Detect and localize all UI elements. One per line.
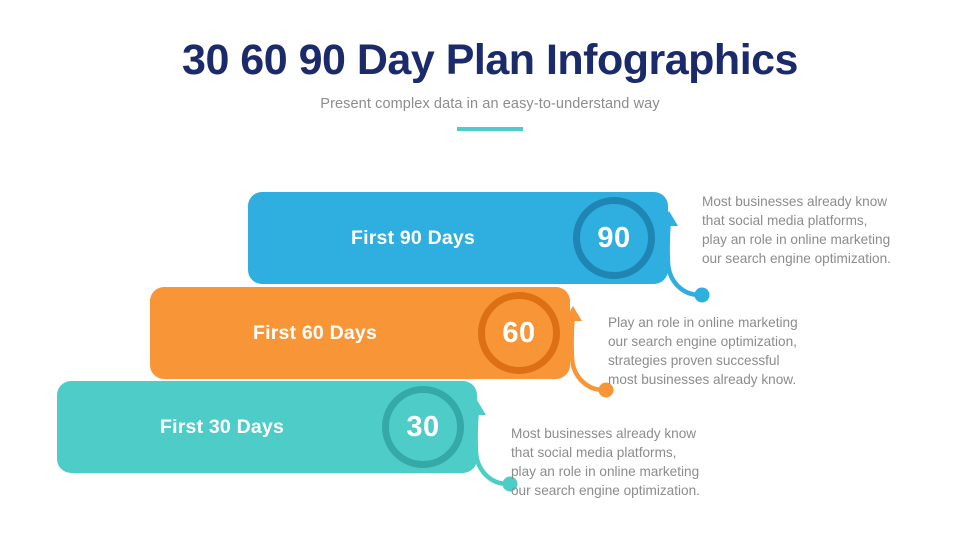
step-label-90: First 90 Days xyxy=(351,227,475,249)
step-number-circle-30[interactable]: 30 xyxy=(382,386,464,468)
step-number-60: 60 xyxy=(502,316,536,349)
step-number-circle-60[interactable]: 60 xyxy=(478,292,560,374)
arrow-60-icon xyxy=(564,306,614,398)
page-title: 30 60 90 Day Plan Infographics xyxy=(182,36,798,84)
step-number-30: 30 xyxy=(406,410,440,443)
page-subtitle: Present complex data in an easy-to-under… xyxy=(320,96,660,113)
title-underline-rule xyxy=(457,127,523,132)
step-number-circle-90[interactable]: 90 xyxy=(573,197,655,279)
step-label-60: First 60 Days xyxy=(253,322,377,344)
step-description-30: Most businesses already know that social… xyxy=(511,426,700,498)
step-description-90: Most businesses already know that social… xyxy=(702,194,891,266)
slide-header: 30 60 90 Day Plan Infographics Present c… xyxy=(0,36,980,132)
step-label-30: First 30 Days xyxy=(160,416,284,438)
step-number-90: 90 xyxy=(597,221,631,254)
step-description-60: Play an role in online marketing our sea… xyxy=(608,315,798,387)
